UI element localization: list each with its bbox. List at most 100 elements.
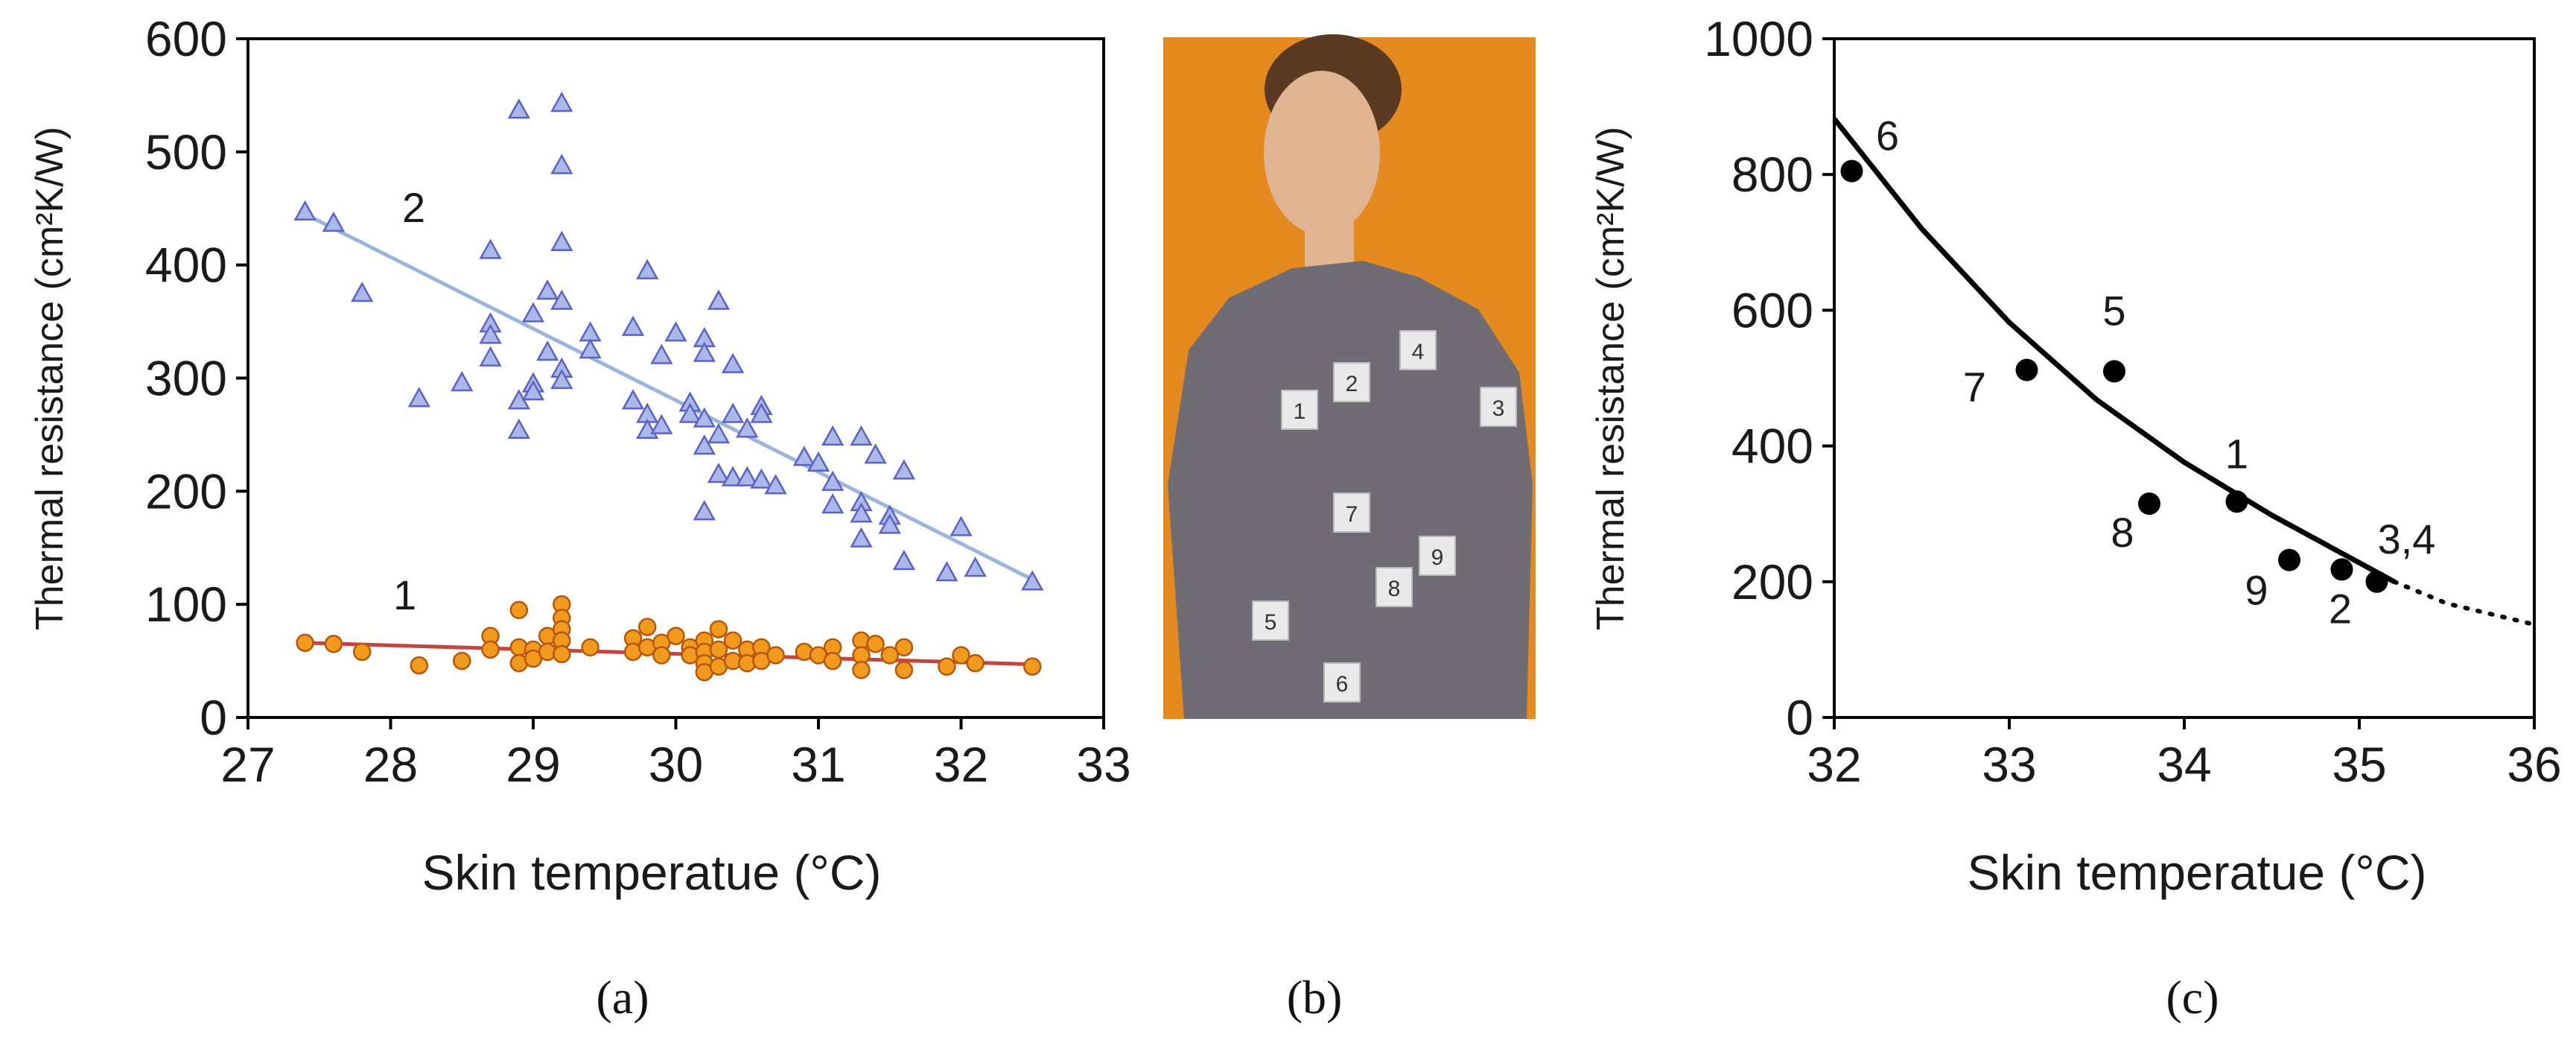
series-2-point <box>351 282 374 302</box>
panel-c-y-tick-label: 1000 <box>1704 11 1813 66</box>
series-2-point <box>536 340 559 361</box>
panel-a-x-tick-label: 32 <box>934 737 988 792</box>
point-label-8: 8 <box>2111 509 2134 556</box>
series-2-point <box>507 98 530 119</box>
point-label-6: 6 <box>1876 112 1899 159</box>
photo-face <box>1264 71 1380 235</box>
series-2-point <box>736 417 759 438</box>
series-1-point <box>852 660 871 679</box>
series-2-point <box>621 315 645 336</box>
fit-curve-solid <box>1832 117 2396 584</box>
series-2-point <box>664 321 687 342</box>
series-2-point <box>536 279 559 300</box>
series-2-point <box>707 462 731 484</box>
point-label-2: 2 <box>2329 585 2352 632</box>
series-2-point <box>451 370 474 392</box>
series-2-point <box>792 446 815 466</box>
panel-c-x-tick-label: 34 <box>2157 737 2211 792</box>
panel-a-x-tick-label: 33 <box>1076 737 1130 792</box>
series-2-point <box>807 451 830 472</box>
series-2-point <box>521 302 545 323</box>
panel-a-y-tick-label: 100 <box>145 577 227 632</box>
series-2-point <box>407 387 430 408</box>
series-2-point <box>892 459 916 480</box>
series-2-point <box>322 211 346 232</box>
panel-a-x-tick-label: 30 <box>649 737 703 792</box>
series-2-point <box>1021 570 1044 591</box>
series-2-point <box>892 549 916 571</box>
series-2-point <box>293 200 317 221</box>
series-1-point <box>509 600 529 620</box>
panel-c-x-tick-label: 32 <box>1807 737 1861 792</box>
series-2-point <box>521 380 545 401</box>
point-label-9: 9 <box>2245 567 2268 614</box>
series-1-point <box>481 640 500 659</box>
series-2-point <box>964 557 987 577</box>
panel-c-y-tick-label: 0 <box>1786 690 1813 745</box>
series-1-point <box>866 635 885 653</box>
series-2-point <box>693 341 716 362</box>
series-2-point <box>636 259 659 279</box>
series-2-point <box>479 238 502 259</box>
series-2-point <box>650 343 673 364</box>
point-label-3-4: 3,4 <box>2378 516 2436 562</box>
series-1-point <box>723 631 742 650</box>
panel-c-x-tick-label: 36 <box>2507 737 2561 792</box>
panel-a-y-tick-label: 300 <box>145 351 227 406</box>
panel-c-plot-frame <box>1833 37 2536 719</box>
panel-a-y-tick-label: 500 <box>145 124 227 180</box>
series-2-point <box>479 346 502 367</box>
point-8 <box>2138 492 2160 516</box>
series-2-point <box>678 402 702 423</box>
series-1-point <box>652 646 671 665</box>
series-2-point <box>550 153 573 174</box>
series-2-point <box>707 422 731 444</box>
series-1-point <box>553 644 571 664</box>
caption-a: (a) <box>596 971 649 1024</box>
series-2-point <box>850 502 873 523</box>
series-1-point <box>952 646 970 665</box>
point-label-5: 5 <box>2102 287 2125 334</box>
series-2-point <box>507 418 530 439</box>
sensor-label-4: 4 <box>1412 340 1425 364</box>
point-3-4 <box>2365 570 2388 593</box>
series-1-point <box>637 618 657 636</box>
series-2-point <box>707 289 731 310</box>
sensor-label-9: 9 <box>1431 545 1444 570</box>
panel-a-x-tick-label: 29 <box>506 737 560 792</box>
sensor-label-5: 5 <box>1265 610 1277 635</box>
fit-curve-extrapolation <box>2392 579 2537 627</box>
series-1-point <box>766 646 785 665</box>
series-1-point <box>324 635 343 653</box>
panel-c-y-axis-label: Thermal resistance (cm²K/W) <box>1589 127 1632 630</box>
sensor-label-6: 6 <box>1336 672 1349 697</box>
panel-a-y-tick-label: 0 <box>200 690 227 745</box>
panel-c-chart: 32 33 34 35 36 0 200 400 600 800 1000 6 7 5 8 1 9 2 3,4 S… <box>1589 11 2562 900</box>
series-1-label: 1 <box>393 571 416 618</box>
series-2-point <box>721 352 745 373</box>
sensor-label-8: 8 <box>1388 577 1401 601</box>
series-2-point <box>850 527 873 548</box>
sensor-label-7: 7 <box>1346 502 1358 527</box>
series-2-point <box>721 466 745 487</box>
series-2-label: 2 <box>402 184 425 231</box>
panel-a-plot-frame <box>247 37 1105 719</box>
panel-a-x-tick-label: 31 <box>791 737 845 792</box>
series-2-point <box>550 289 573 310</box>
caption-c: (c) <box>2166 971 2219 1024</box>
series-1-point <box>823 651 842 671</box>
series-2-point <box>750 468 773 489</box>
panel-a-chart: 27 28 29 30 31 32 33 0 100 200 300 400 500 600 2 1 Ski… <box>28 11 1131 900</box>
panel-a-y-tick-label: 400 <box>145 238 227 293</box>
series-2-point <box>750 402 773 423</box>
panel-c-y-tick-label: 200 <box>1731 554 1813 609</box>
series-2-point <box>736 466 759 487</box>
series-1-point <box>894 660 914 679</box>
sensor-label-1-tag <box>1281 390 1318 430</box>
panel-c-y-tick-label: 800 <box>1731 147 1813 202</box>
photo-sensor-labels: 1 2 3 4 5 6 7 8 9 <box>1252 330 1517 703</box>
series-2-point <box>550 368 573 390</box>
sensor-label-2-tag <box>1333 362 1370 402</box>
series-2-point <box>935 561 958 582</box>
